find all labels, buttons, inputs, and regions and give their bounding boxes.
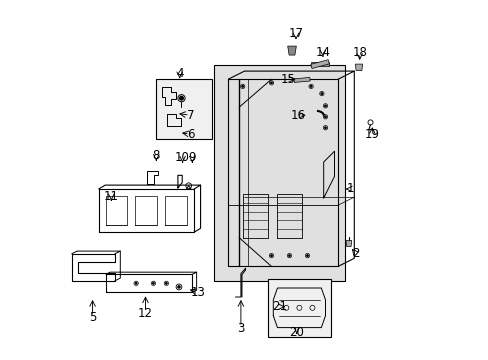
Circle shape [288, 255, 289, 256]
Circle shape [135, 283, 137, 284]
Bar [310, 60, 329, 68]
Polygon shape [346, 240, 351, 247]
Bar [156, 79, 212, 139]
Text: 1: 1 [346, 183, 353, 195]
Text: 5: 5 [89, 311, 96, 324]
Text: 2: 2 [352, 247, 359, 260]
Text: 10: 10 [175, 151, 190, 164]
Circle shape [165, 283, 167, 284]
Circle shape [242, 86, 243, 87]
Circle shape [270, 255, 272, 256]
Bar [293, 77, 309, 82]
Text: 11: 11 [103, 190, 119, 203]
Circle shape [178, 286, 180, 288]
Text: 20: 20 [289, 327, 304, 339]
Text: 9: 9 [188, 151, 196, 164]
Bar [213, 65, 345, 281]
Circle shape [179, 96, 183, 100]
Polygon shape [287, 46, 296, 55]
Circle shape [152, 283, 154, 284]
Text: 16: 16 [290, 109, 305, 122]
Text: 18: 18 [351, 46, 366, 59]
Text: 3: 3 [237, 322, 244, 335]
Text: 13: 13 [190, 286, 205, 299]
Circle shape [324, 127, 325, 129]
Circle shape [306, 255, 307, 256]
Polygon shape [355, 64, 362, 71]
Text: 12: 12 [138, 307, 153, 320]
Text: 19: 19 [364, 129, 379, 141]
Circle shape [310, 86, 311, 87]
Text: 21: 21 [272, 300, 286, 313]
Bar [267, 279, 330, 337]
Text: 15: 15 [280, 73, 295, 86]
Text: 6: 6 [187, 128, 195, 141]
Circle shape [321, 93, 322, 94]
Circle shape [270, 82, 272, 84]
Text: 7: 7 [187, 109, 195, 122]
Polygon shape [310, 62, 328, 66]
Text: 8: 8 [152, 149, 160, 162]
Text: 14: 14 [315, 46, 330, 59]
Circle shape [324, 116, 325, 117]
Text: 4: 4 [176, 67, 183, 80]
Text: 17: 17 [288, 27, 303, 40]
Circle shape [324, 105, 325, 107]
